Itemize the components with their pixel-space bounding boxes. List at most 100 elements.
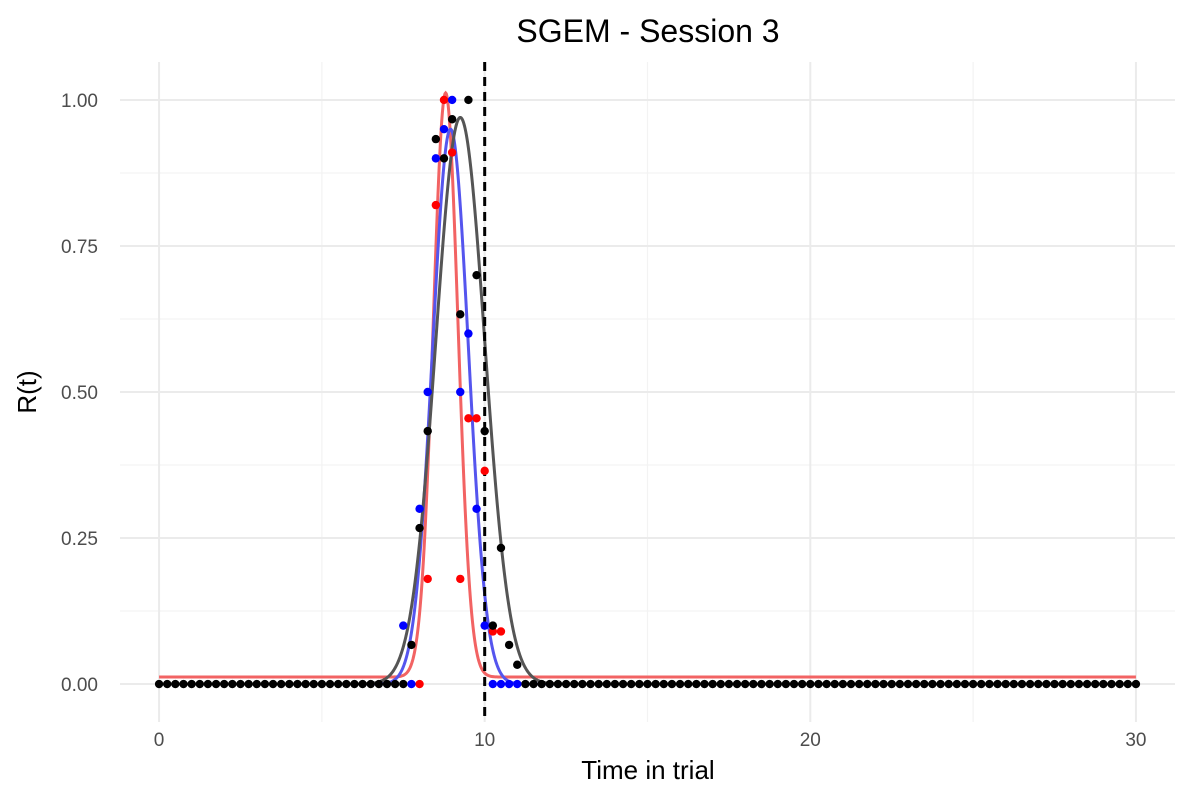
y-axis-title: R(t) bbox=[12, 370, 42, 413]
data-point bbox=[1099, 679, 1108, 689]
data-point bbox=[513, 679, 522, 689]
data-point bbox=[399, 679, 408, 689]
data-point bbox=[529, 679, 538, 689]
data-point bbox=[496, 679, 506, 689]
data-point bbox=[944, 679, 953, 689]
data-point bbox=[651, 679, 660, 689]
data-point bbox=[1034, 679, 1043, 689]
x-tick-label: 10 bbox=[474, 730, 495, 751]
data-point bbox=[1017, 679, 1027, 689]
y-tick-label: 0.50 bbox=[61, 383, 98, 404]
data-point bbox=[456, 310, 465, 319]
y-tick-label: 0.25 bbox=[61, 529, 98, 550]
data-point bbox=[472, 270, 481, 280]
data-point bbox=[586, 679, 595, 689]
data-point bbox=[822, 679, 831, 689]
data-point bbox=[472, 414, 481, 423]
data-point bbox=[195, 679, 204, 689]
data-point bbox=[447, 148, 457, 157]
data-point bbox=[415, 523, 424, 533]
data-point bbox=[1001, 679, 1010, 689]
data-point bbox=[504, 679, 514, 689]
data-point bbox=[1131, 679, 1141, 689]
data-point bbox=[854, 679, 864, 689]
data-point bbox=[936, 679, 945, 689]
data-point bbox=[333, 679, 343, 689]
data-point bbox=[480, 621, 489, 630]
y-axis-tick-labels: 0.00 0.25 0.50 0.75 1.00 bbox=[61, 91, 98, 696]
data-point bbox=[553, 679, 563, 689]
data-point bbox=[1123, 679, 1132, 689]
data-point bbox=[480, 466, 489, 476]
data-point bbox=[708, 679, 717, 689]
data-point bbox=[431, 154, 441, 163]
data-point bbox=[561, 679, 571, 689]
data-point bbox=[1058, 679, 1067, 689]
data-point bbox=[382, 679, 392, 689]
data-point bbox=[496, 543, 506, 553]
data-point bbox=[1074, 679, 1084, 689]
data-point bbox=[480, 426, 489, 436]
data-point bbox=[236, 679, 245, 689]
data-point bbox=[618, 679, 628, 689]
data-point bbox=[203, 679, 213, 689]
data-point bbox=[260, 679, 270, 689]
data-point bbox=[252, 679, 261, 689]
data-point bbox=[846, 679, 856, 689]
data-point bbox=[309, 679, 318, 689]
data-point bbox=[447, 95, 457, 105]
data-point bbox=[537, 679, 546, 689]
data-point bbox=[431, 200, 441, 210]
y-tick-label: 0.00 bbox=[61, 675, 98, 696]
data-point bbox=[635, 679, 644, 689]
data-point bbox=[960, 679, 970, 689]
data-point bbox=[464, 414, 473, 423]
data-point bbox=[342, 679, 351, 689]
data-point bbox=[439, 154, 449, 163]
data-point bbox=[399, 621, 408, 630]
data-point bbox=[407, 640, 416, 650]
data-point bbox=[627, 679, 636, 689]
data-point bbox=[675, 679, 685, 689]
data-point bbox=[1107, 679, 1116, 689]
y-tick-label: 0.75 bbox=[61, 237, 98, 258]
data-point bbox=[830, 679, 839, 689]
data-point bbox=[1066, 679, 1076, 689]
data-point bbox=[513, 660, 522, 669]
data-point bbox=[895, 679, 905, 689]
data-point bbox=[439, 95, 449, 105]
data-point bbox=[667, 679, 677, 689]
data-points bbox=[154, 95, 1141, 689]
data-point bbox=[1025, 679, 1035, 689]
data-point bbox=[447, 115, 457, 124]
data-point bbox=[423, 574, 432, 584]
data-point bbox=[952, 679, 962, 689]
data-point bbox=[773, 679, 782, 689]
data-point bbox=[1115, 679, 1124, 689]
data-point bbox=[684, 679, 693, 689]
data-point bbox=[749, 679, 758, 689]
x-tick-label: 20 bbox=[800, 730, 821, 751]
data-point bbox=[456, 387, 465, 397]
data-point bbox=[806, 679, 815, 689]
data-point bbox=[724, 679, 734, 689]
data-point bbox=[285, 679, 294, 689]
data-point bbox=[879, 679, 888, 689]
data-point bbox=[700, 679, 709, 689]
data-point bbox=[293, 679, 302, 689]
data-point bbox=[317, 679, 327, 689]
data-point bbox=[415, 504, 424, 514]
data-point bbox=[781, 679, 791, 689]
data-point bbox=[610, 679, 620, 689]
data-point bbox=[903, 679, 913, 689]
data-point bbox=[228, 679, 237, 689]
data-point bbox=[488, 621, 498, 630]
data-point bbox=[1091, 679, 1100, 689]
data-point bbox=[366, 679, 375, 689]
data-point bbox=[920, 679, 929, 689]
data-point bbox=[871, 679, 880, 689]
data-point bbox=[301, 679, 310, 689]
data-point bbox=[374, 679, 384, 689]
data-point bbox=[863, 679, 872, 689]
